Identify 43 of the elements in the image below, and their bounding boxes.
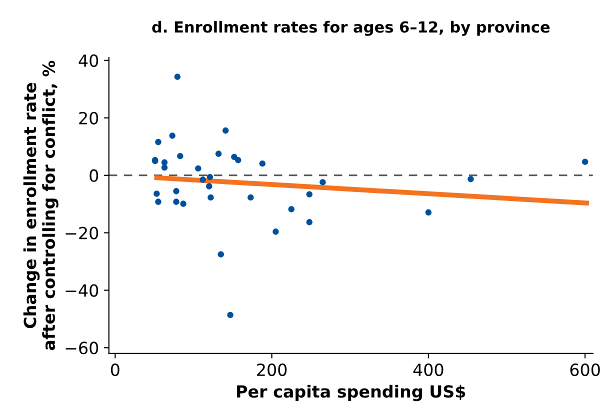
chart-title: d. Enrollment rates for ages 6–12, by province (152, 20, 550, 36)
x-tick-label: 200 (257, 363, 287, 376)
y-tick-label: 0 (90, 169, 98, 182)
point (320, 179, 326, 186)
point (208, 194, 214, 201)
y-tick-label: −60 (66, 342, 98, 354)
y-tick-label: −40 (66, 284, 98, 297)
x-tick-label: 400 (413, 363, 444, 376)
point (173, 188, 180, 194)
point (248, 194, 254, 201)
y-tick-label: −20 (66, 226, 98, 240)
point (154, 190, 160, 197)
x-tick-label: 600 (570, 363, 600, 376)
point (180, 200, 186, 207)
x-tick-label: 0 (110, 363, 120, 376)
point (306, 191, 312, 198)
point (235, 157, 242, 164)
point (218, 251, 224, 258)
point (155, 138, 162, 146)
point (227, 312, 234, 318)
point (306, 219, 312, 226)
point (272, 228, 279, 235)
point (582, 158, 588, 165)
point (206, 183, 212, 190)
point (215, 150, 222, 157)
point (174, 74, 181, 80)
point (155, 198, 162, 205)
point (173, 198, 180, 205)
point (222, 127, 229, 134)
point (169, 132, 176, 139)
point (177, 152, 184, 160)
y-axis-title: Change in enrollment rate after controlling for conflict, % (23, 60, 58, 350)
y-tick-label: 40 (78, 54, 98, 67)
point (468, 176, 474, 182)
point (161, 164, 168, 171)
point (425, 209, 432, 216)
y-tick-label: 20 (79, 112, 98, 124)
point (206, 174, 214, 180)
x-axis-title: Per capita spending US$ (237, 384, 466, 402)
point (259, 160, 266, 167)
point (195, 165, 202, 172)
point (288, 206, 294, 212)
point (200, 176, 206, 183)
